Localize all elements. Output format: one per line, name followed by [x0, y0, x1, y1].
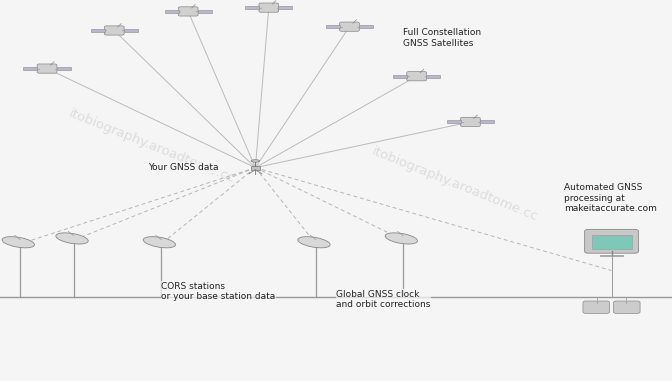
- FancyBboxPatch shape: [104, 26, 124, 35]
- Bar: [326, 25, 340, 28]
- FancyBboxPatch shape: [614, 301, 640, 313]
- Text: CORS stations
or your base station data: CORS stations or your base station data: [161, 282, 276, 301]
- Bar: [591, 235, 632, 249]
- Text: Full Constellation
GNSS Satellites: Full Constellation GNSS Satellites: [403, 29, 481, 48]
- Ellipse shape: [298, 237, 330, 248]
- FancyBboxPatch shape: [178, 7, 198, 16]
- Bar: [359, 25, 373, 28]
- Ellipse shape: [2, 237, 34, 248]
- FancyBboxPatch shape: [407, 72, 427, 81]
- Bar: [124, 29, 138, 32]
- Ellipse shape: [56, 233, 88, 244]
- Bar: [426, 75, 440, 78]
- Ellipse shape: [385, 233, 417, 244]
- Bar: [393, 75, 407, 78]
- Bar: [198, 10, 212, 13]
- Ellipse shape: [143, 237, 175, 248]
- Bar: [24, 67, 38, 70]
- Bar: [245, 6, 259, 9]
- Bar: [91, 29, 105, 32]
- Bar: [56, 67, 71, 70]
- Bar: [278, 6, 292, 9]
- Bar: [480, 120, 494, 123]
- FancyBboxPatch shape: [585, 229, 638, 253]
- Text: itobiography.aroadtome.cc: itobiography.aroadtome.cc: [67, 107, 237, 186]
- FancyBboxPatch shape: [460, 117, 480, 126]
- FancyBboxPatch shape: [583, 301, 610, 313]
- FancyBboxPatch shape: [259, 3, 279, 12]
- FancyBboxPatch shape: [37, 64, 57, 73]
- FancyBboxPatch shape: [339, 22, 360, 31]
- Bar: [599, 255, 623, 256]
- Ellipse shape: [251, 160, 259, 162]
- Text: itobiography.aroadtome.cc: itobiography.aroadtome.cc: [370, 145, 540, 224]
- Text: Automated GNSS
processing at
makeitaccurate.com: Automated GNSS processing at makeitaccur…: [564, 183, 657, 213]
- Bar: [251, 166, 259, 170]
- Bar: [165, 10, 179, 13]
- Bar: [447, 120, 461, 123]
- Text: Your GNSS data: Your GNSS data: [148, 163, 218, 172]
- Text: Global GNSS clock
and orbit corrections: Global GNSS clock and orbit corrections: [336, 290, 430, 309]
